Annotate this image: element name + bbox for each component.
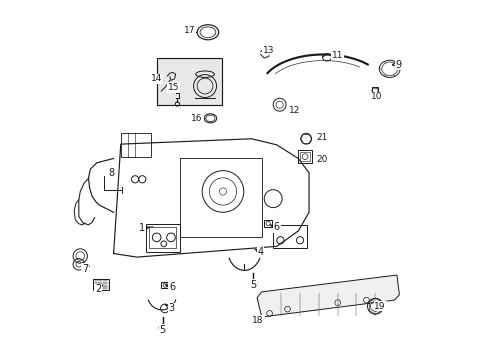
Text: 8: 8 xyxy=(108,168,114,178)
Text: 20: 20 xyxy=(315,155,326,164)
Bar xyxy=(161,282,169,288)
Text: 17: 17 xyxy=(184,26,195,35)
Text: 5: 5 xyxy=(159,325,165,335)
Text: 11: 11 xyxy=(331,51,343,60)
Text: 1: 1 xyxy=(139,224,145,233)
Text: 6: 6 xyxy=(273,222,279,232)
Text: 12: 12 xyxy=(288,105,300,114)
Text: 2: 2 xyxy=(95,284,101,294)
Text: 15: 15 xyxy=(167,83,179,92)
Text: 18: 18 xyxy=(252,316,264,325)
Bar xyxy=(298,150,311,163)
Polygon shape xyxy=(257,275,399,317)
Text: 10: 10 xyxy=(371,92,382,101)
Text: 14: 14 xyxy=(151,75,162,84)
Bar xyxy=(121,134,151,157)
Bar xyxy=(145,224,180,252)
Bar xyxy=(180,158,262,237)
Bar xyxy=(93,279,109,291)
Bar xyxy=(264,220,271,226)
Text: 19: 19 xyxy=(373,302,385,311)
Text: 13: 13 xyxy=(263,46,274,55)
Text: 21: 21 xyxy=(315,133,326,142)
Bar xyxy=(273,225,306,248)
FancyBboxPatch shape xyxy=(157,58,222,105)
Text: 4: 4 xyxy=(257,247,263,257)
Text: 6: 6 xyxy=(169,282,175,292)
Text: 16: 16 xyxy=(191,114,203,123)
Text: 7: 7 xyxy=(81,264,88,274)
Bar xyxy=(299,152,310,161)
Text: 9: 9 xyxy=(395,59,401,69)
Text: 5: 5 xyxy=(249,280,256,290)
Bar xyxy=(149,227,176,248)
Bar xyxy=(371,87,378,98)
Text: 3: 3 xyxy=(168,303,174,314)
